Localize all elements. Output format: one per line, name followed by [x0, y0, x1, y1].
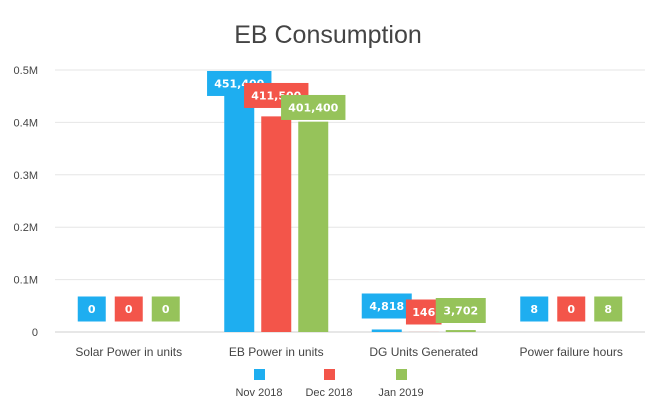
data-label-box: [557, 296, 586, 322]
bar[interactable]: Jan 2019: 401,400: [298, 121, 329, 332]
data-label-box: [405, 299, 442, 325]
data-label-box: [114, 296, 143, 322]
y-tick-label: 0.4M: [14, 117, 38, 129]
data-label: 8: [530, 303, 538, 316]
y-axis: 0 0.1M 0.2M 0.3M 0.4M 0.5M: [14, 65, 38, 339]
x-category-label: Power failure hours: [520, 345, 623, 359]
data-label-box: [594, 296, 623, 322]
bar[interactable]: Jan 2019: 3,702: [445, 330, 476, 332]
x-category-label: EB Power in units: [229, 345, 324, 359]
data-label: 4,818: [369, 300, 404, 313]
x-category-label: DG Units Generated: [369, 345, 478, 359]
legend-label: Nov 2018: [235, 387, 282, 399]
bar[interactable]: Nov 2018: 451,400: [224, 95, 255, 332]
legend-label: Jan 2019: [378, 387, 423, 399]
x-category-label: Solar Power in units: [75, 345, 182, 359]
bars: Nov 2018: 0Dec 2018: 0Jan 2019: 0Nov 201…: [224, 95, 624, 333]
data-label-box: [77, 296, 106, 322]
y-tick-label: 0.5M: [14, 65, 38, 77]
legend[interactable]: Nov 2018 Dec 2018 Jan 2019: [235, 369, 424, 399]
data-label: 146: [412, 306, 435, 319]
y-tick-label: 0.3M: [14, 170, 38, 182]
legend-swatch: [396, 369, 407, 380]
y-tick-label: 0.1M: [14, 275, 38, 287]
y-tick-label: 0.2M: [14, 222, 38, 234]
data-label-box: [361, 293, 412, 319]
data-label: 0: [125, 303, 133, 316]
bar[interactable]: Nov 2018: 4,818: [371, 329, 402, 332]
data-label: 8: [604, 303, 612, 316]
legend-item[interactable]: Dec 2018: [305, 369, 353, 399]
data-label: 0: [567, 303, 575, 316]
data-label-box: [281, 94, 346, 120]
legend-swatch: [324, 369, 335, 380]
data-label-box: [520, 296, 549, 322]
data-label-box: [435, 298, 486, 323]
data-label: 0: [88, 303, 96, 316]
legend-label: Dec 2018: [305, 387, 352, 399]
data-label: 3,702: [443, 305, 478, 318]
data-label: 0: [162, 303, 170, 316]
chart-title: EB Consumption: [234, 21, 422, 49]
data-label: 401,400: [288, 101, 338, 114]
legend-item[interactable]: Nov 2018: [235, 369, 283, 399]
x-axis: Solar Power in units EB Power in units DG …: [75, 345, 623, 359]
bar[interactable]: Dec 2018: 411,500: [261, 116, 292, 333]
legend-swatch: [254, 369, 265, 380]
gridlines: [55, 69, 645, 333]
legend-item[interactable]: Jan 2019: [378, 369, 424, 399]
y-tick-label: 0: [32, 327, 38, 339]
data-label-box: [151, 296, 180, 322]
